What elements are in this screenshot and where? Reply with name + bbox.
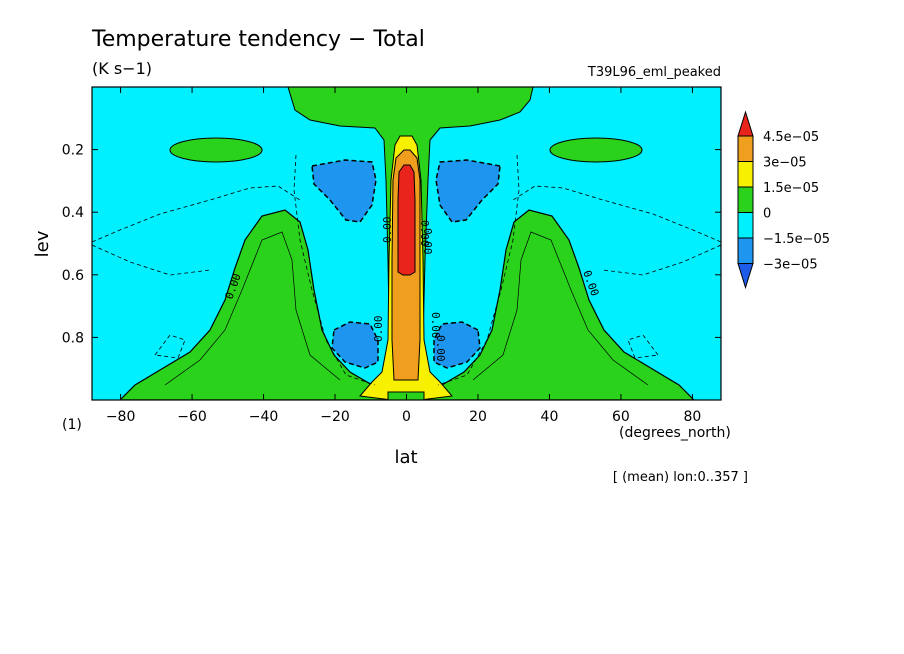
x-tick-label: 0 (402, 409, 411, 425)
contour-dashed-left (92, 185, 301, 243)
colorbar-label: −3e−05 (763, 258, 818, 273)
band-red-core (397, 164, 416, 276)
contour-label: 0.00 (429, 312, 442, 339)
x-tick-label: 80 (683, 409, 701, 425)
colorbar-segment (737, 212, 754, 239)
chart-title: Temperature tendency − Total (91, 27, 425, 52)
y-tick-label: 0.2 (62, 143, 84, 159)
x-tick-label: −40 (249, 409, 279, 425)
panel-label: (1) (62, 417, 82, 433)
contour-dashed-right-3 (627, 334, 659, 359)
colorbar-segment (737, 135, 754, 162)
x-tick-label: 60 (612, 409, 630, 425)
colorbar: 4.5e−05 3e−05 1.5e−05 0 −1.5e−05 −3e−05 (737, 110, 830, 290)
colorbar-segment (737, 237, 754, 264)
band-blue-lower-left (331, 321, 379, 369)
contour-label: 0.00 (434, 335, 447, 362)
colorbar-label: 1.5e−05 (763, 181, 819, 196)
x-units: (degrees_north) (619, 425, 731, 441)
x-tick-label: 40 (541, 409, 559, 425)
colorbar-label: 4.5e−05 (763, 130, 819, 145)
band-blue-upper-left (311, 159, 377, 223)
run-label: T39L96_eml_peaked (587, 65, 721, 80)
colorbar-label: 3e−05 (763, 156, 807, 171)
contour-label: 0.00 (381, 217, 394, 244)
band-green-right-tongue (428, 209, 695, 400)
x-tick-label: 20 (469, 409, 487, 425)
contour-thin-left (164, 231, 341, 386)
contour-dashed-column-left (293, 154, 376, 386)
colorbar-bottom-arrow (737, 263, 754, 290)
contour-dashed-left-3 (154, 334, 186, 359)
band-green-upper-right (549, 137, 643, 163)
y-tick-label: 0.8 (62, 330, 84, 346)
x-tick-label: −80 (106, 409, 136, 425)
y-tick-label: 0.4 (62, 205, 84, 221)
y-axis-label: lev (32, 230, 53, 257)
contour-dashed-right (512, 185, 721, 243)
contour-dashed-column-right (437, 154, 520, 386)
contour-thin-right (472, 231, 649, 386)
chart-units: (K s−1) (92, 59, 152, 78)
contour-field (92, 87, 721, 400)
contour-label: 0.00 (372, 316, 385, 343)
x-tick-label: −60 (177, 409, 207, 425)
x-axis: −80 −60 −40 −20 0 20 40 60 80 (106, 87, 701, 425)
x-tick-label: −20 (320, 409, 350, 425)
y-tick-label: 0.6 (62, 268, 84, 284)
colorbar-label: 0 (763, 207, 771, 222)
x-axis-label: lat (394, 447, 417, 468)
y-axis: 0.2 0.4 0.6 0.8 (62, 143, 721, 346)
footnote: [ (mean) lon:0..357 ] (613, 470, 748, 485)
colorbar-segment (737, 161, 754, 188)
colorbar-top-arrow (737, 110, 754, 137)
band-blue-upper-right (435, 159, 501, 223)
colorbar-label: −1.5e−05 (763, 232, 830, 247)
contour-label: 0.00 (418, 220, 431, 247)
band-blue-lower-right (433, 321, 481, 369)
band-green-upper-left (169, 137, 263, 163)
contour-label: 0.00 (421, 228, 434, 255)
colorbar-segment (737, 186, 754, 213)
